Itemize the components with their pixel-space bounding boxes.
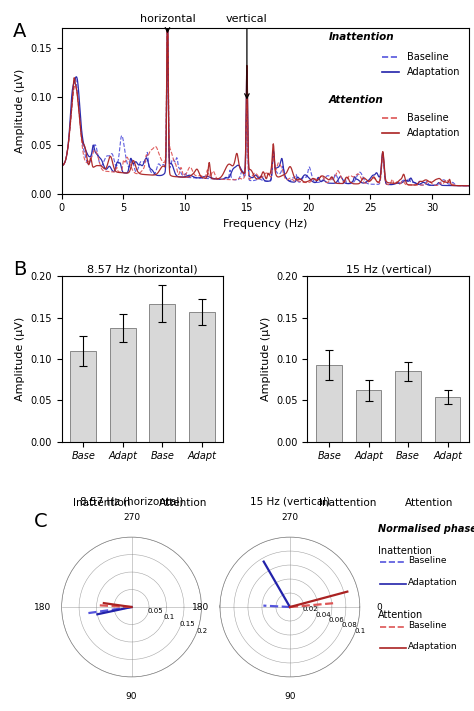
Y-axis label: Amplitude (μV): Amplitude (μV): [15, 317, 25, 401]
Bar: [110, 328, 136, 442]
X-axis label: Frequency (Hz): Frequency (Hz): [223, 219, 308, 229]
Bar: [435, 397, 460, 442]
Text: Adaptation: Adaptation: [409, 578, 458, 587]
Text: Baseline: Baseline: [409, 556, 447, 565]
Text: B: B: [13, 260, 27, 279]
Title: 15 Hz (vertical): 15 Hz (vertical): [346, 264, 431, 274]
Text: Inattention: Inattention: [328, 32, 394, 42]
Text: Attention: Attention: [405, 498, 453, 508]
Text: Normalised phase: Normalised phase: [378, 525, 474, 535]
Text: C: C: [34, 512, 47, 531]
Text: A: A: [13, 22, 26, 41]
Text: Attention: Attention: [328, 95, 383, 105]
Text: horizontal: horizontal: [140, 14, 195, 32]
Legend: Baseline, Adaptation: Baseline, Adaptation: [378, 109, 465, 142]
Y-axis label: Amplitude (μV): Amplitude (μV): [15, 69, 25, 153]
Text: Inattention: Inattention: [73, 498, 131, 508]
Title: 8.57 Hz (horizontal): 8.57 Hz (horizontal): [87, 264, 198, 274]
Bar: [356, 390, 382, 442]
Text: Attention: Attention: [159, 498, 207, 508]
Text: vertical: vertical: [226, 14, 268, 98]
Text: Inattention: Inattention: [319, 498, 377, 508]
Bar: [71, 351, 96, 442]
Bar: [395, 371, 421, 442]
Text: Inattention: Inattention: [378, 546, 432, 556]
Bar: [316, 365, 342, 442]
Bar: [149, 304, 175, 442]
Bar: [189, 312, 215, 442]
Title: 15 Hz (vertical): 15 Hz (vertical): [250, 497, 330, 507]
Y-axis label: Amplitude (μV): Amplitude (μV): [261, 317, 271, 401]
Title: 8.57 Hz (horizontal): 8.57 Hz (horizontal): [80, 497, 183, 507]
Text: Attention: Attention: [378, 610, 424, 620]
Text: Adaptation: Adaptation: [409, 642, 458, 651]
Text: Baseline: Baseline: [409, 621, 447, 630]
